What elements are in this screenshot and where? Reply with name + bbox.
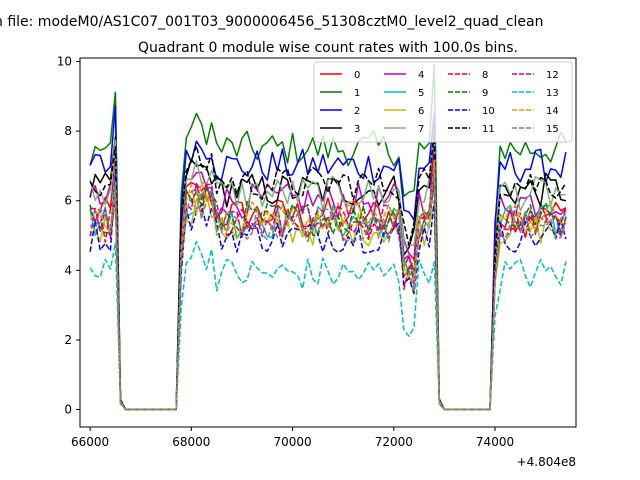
legend-label-15: 15 bbox=[546, 124, 559, 135]
series-line-14 bbox=[89, 159, 567, 411]
legend-label-8: 8 bbox=[482, 70, 488, 81]
legend-label-2: 2 bbox=[354, 106, 360, 117]
x-tick-label: 74000 bbox=[476, 435, 514, 449]
x-tick-label: 70000 bbox=[273, 435, 311, 449]
y-tick-label: 2 bbox=[64, 333, 72, 347]
y-tick-label: 10 bbox=[57, 54, 72, 68]
legend-label-7: 7 bbox=[418, 124, 424, 135]
legend-label-1: 1 bbox=[354, 88, 360, 99]
x-tick-label: 72000 bbox=[375, 435, 413, 449]
figure-suptitle: n file: modeM0/AS1C07_001T03_9000006456_… bbox=[0, 14, 543, 30]
legend-label-6: 6 bbox=[418, 106, 424, 117]
legend-label-11: 11 bbox=[482, 124, 495, 135]
legend-label-3: 3 bbox=[354, 124, 360, 135]
y-tick-label: 6 bbox=[64, 194, 72, 208]
legend-label-4: 4 bbox=[418, 70, 424, 81]
plot-frame bbox=[79, 57, 577, 428]
legend-label-10: 10 bbox=[482, 106, 495, 117]
y-tick-label: 4 bbox=[64, 263, 72, 277]
plot-lines bbox=[89, 64, 567, 411]
legend-label-13: 13 bbox=[546, 88, 559, 99]
chart-title: Quadrant 0 module wise count rates with … bbox=[138, 40, 518, 56]
series-line-15 bbox=[89, 169, 567, 411]
legend-label-9: 9 bbox=[482, 88, 488, 99]
legend-label-5: 5 bbox=[418, 88, 424, 99]
legend-box bbox=[313, 61, 573, 143]
x-offset-label: +4.804e8 bbox=[517, 455, 576, 469]
y-tick-label: 0 bbox=[64, 403, 72, 417]
y-tick-label: 8 bbox=[64, 124, 72, 138]
x-tick-label: 66000 bbox=[71, 435, 109, 449]
legend-label-12: 12 bbox=[546, 70, 559, 81]
x-tick-label: 68000 bbox=[172, 435, 210, 449]
series-line-13 bbox=[89, 240, 567, 411]
legend-label-14: 14 bbox=[546, 106, 559, 117]
legend-label-0: 0 bbox=[354, 70, 360, 81]
